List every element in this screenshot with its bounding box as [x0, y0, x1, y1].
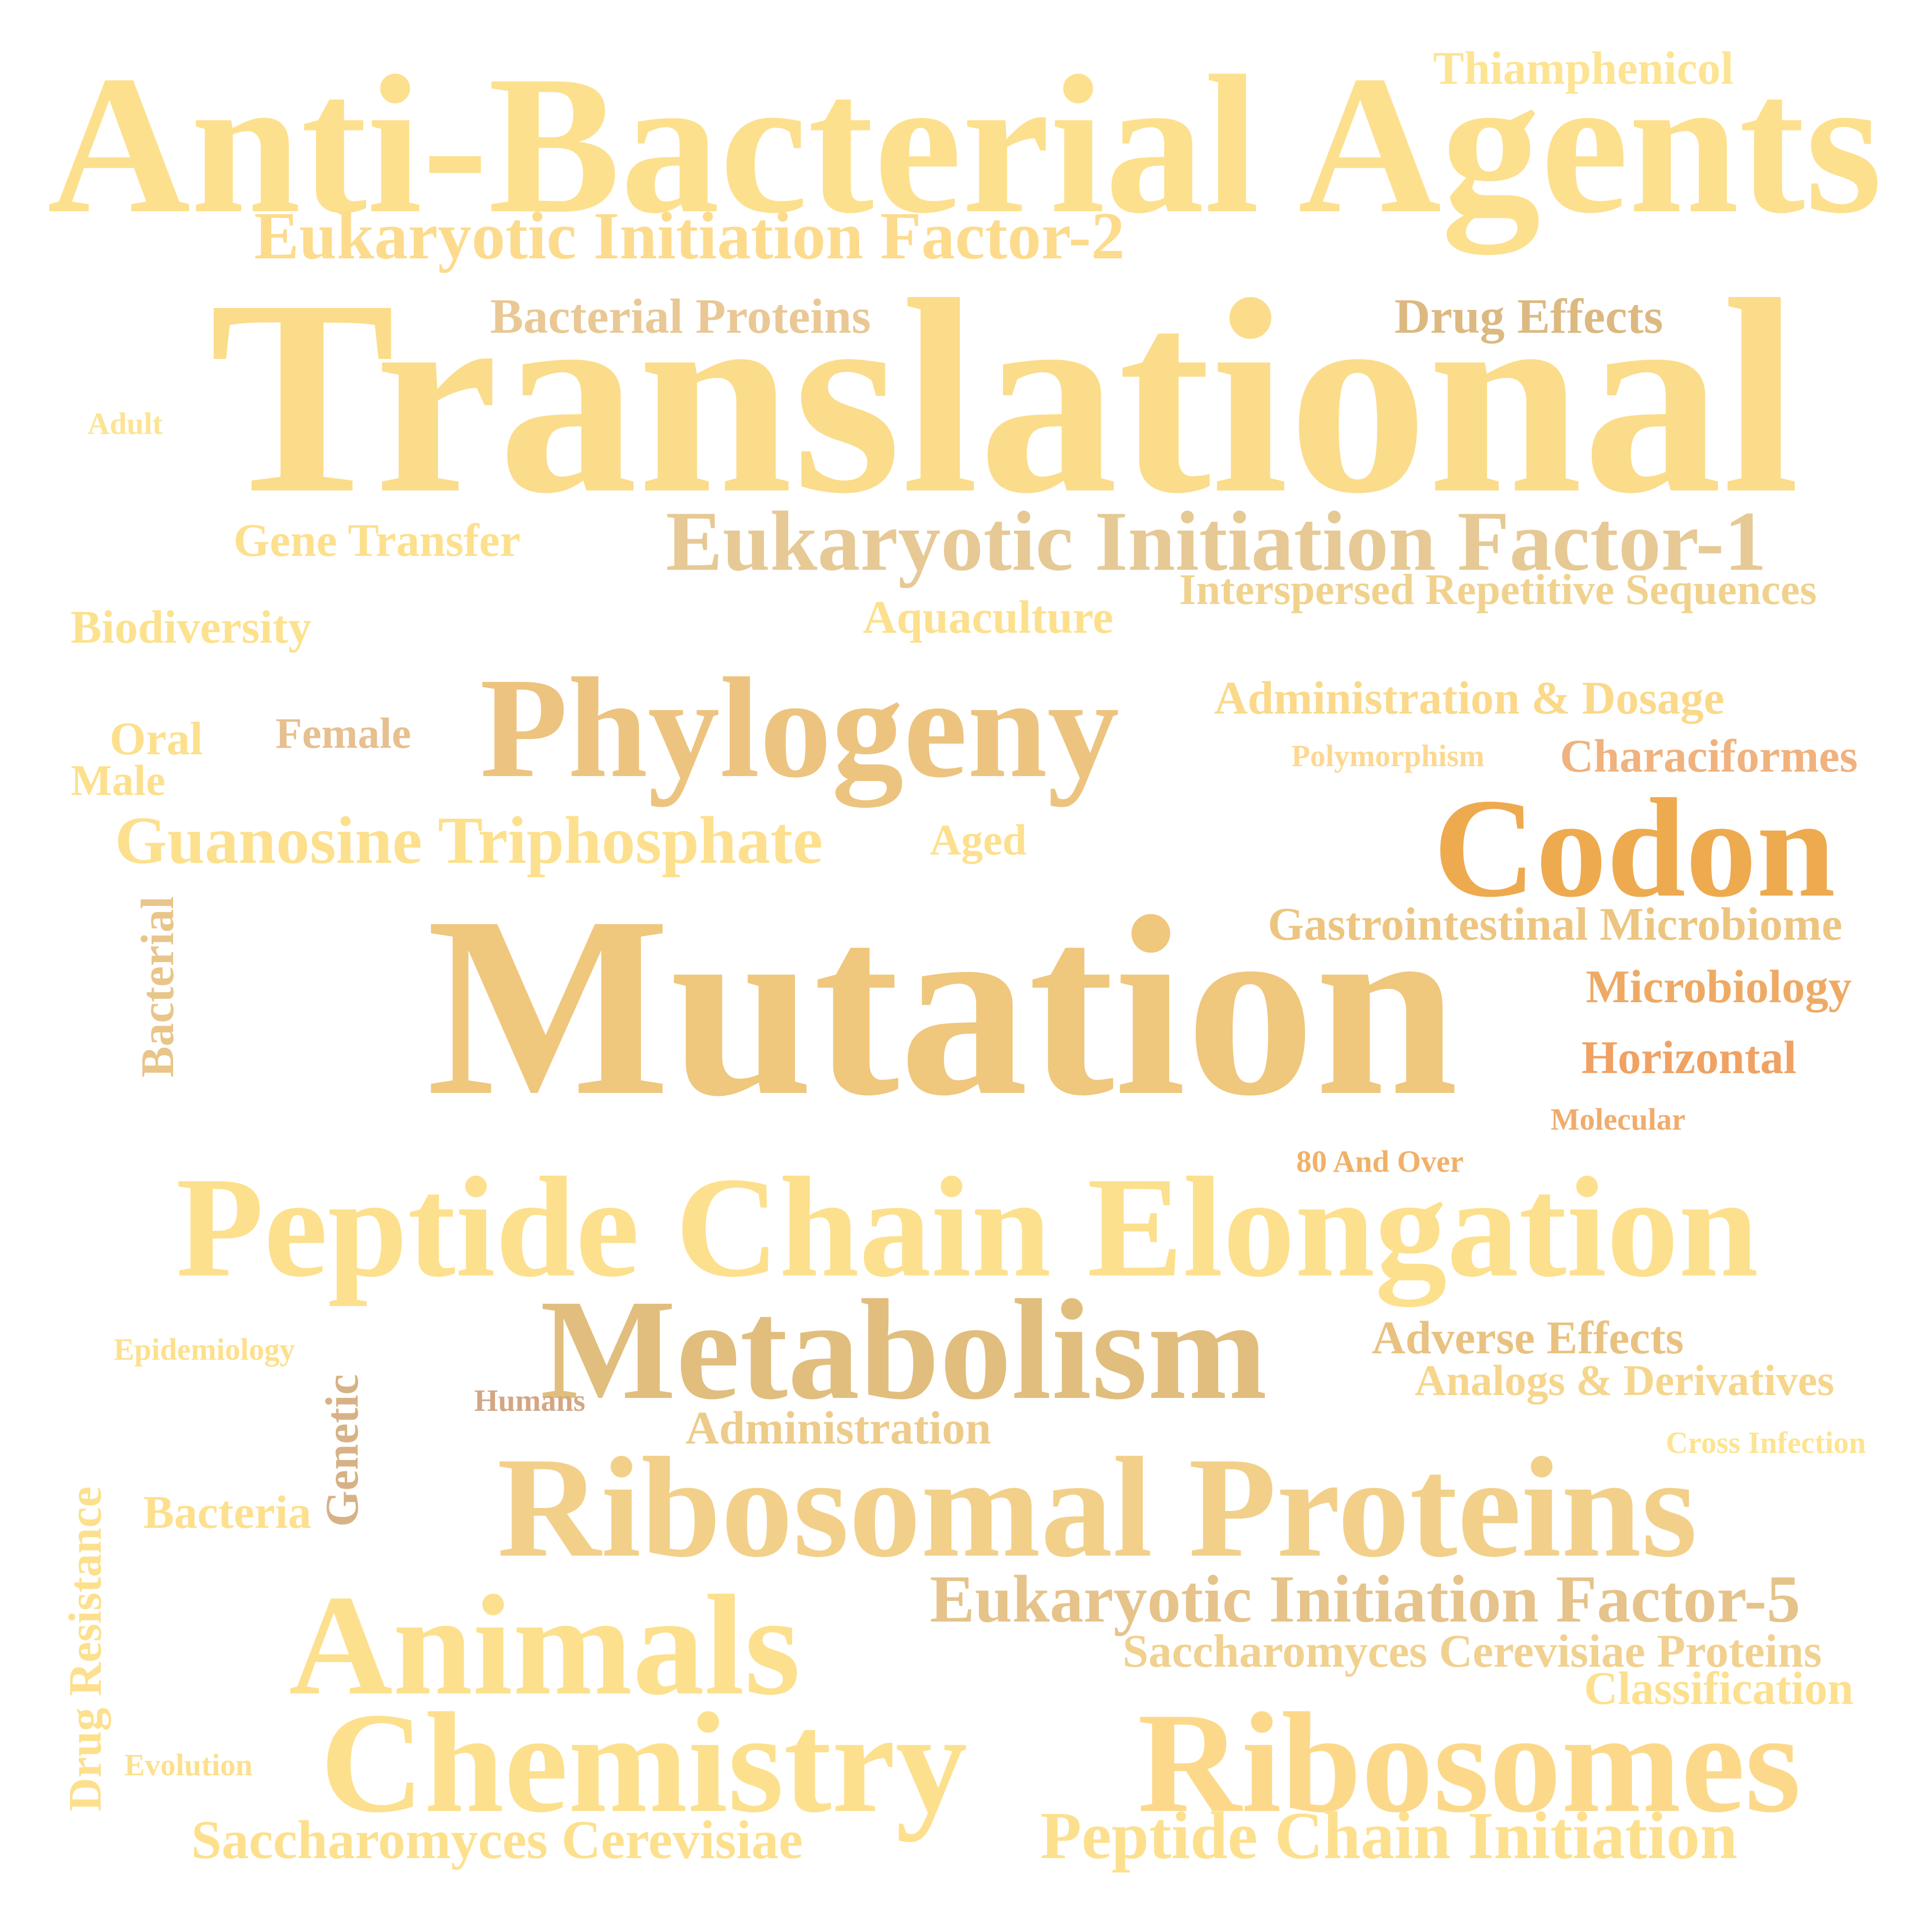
word-gastrointestinal-microbiome: Gastrointestinal Microbiome	[1267, 899, 1843, 950]
word-adverse-effects: Adverse Effects	[1371, 1312, 1684, 1364]
word-analogs-derivatives: Analogs & Derivatives	[1415, 1357, 1834, 1405]
word-epidemiology: Epidemiology	[114, 1333, 295, 1367]
word-administration: Administration	[685, 1402, 992, 1454]
word-thiamphenicol: Thiamphenicol	[1433, 43, 1734, 94]
word-polymorphism: Polymorphism	[1291, 739, 1485, 773]
word-ribosomal-proteins: Ribosomal Proteins	[497, 1428, 1697, 1587]
word-gene-transfer: Gene Transfer	[233, 515, 521, 566]
word-eukaryotic-initiation-factor-1: Eukaryotic Initiation Factor-1	[666, 494, 1767, 589]
word-evolution: Evolution	[124, 1749, 253, 1782]
word-aquaculture: Aquaculture	[863, 592, 1114, 643]
word-codon: Codon	[1433, 769, 1836, 926]
word-eukaryotic-initiation-factor-5: Eukaryotic Initiation Factor-5	[930, 1562, 1801, 1636]
word-translational: Translational	[209, 242, 1800, 551]
word-drug-effects: Drug Effects	[1394, 289, 1663, 344]
word-peptide-chain-elongation: Peptide Chain Elongation	[176, 1147, 1759, 1307]
word-humans: Humans	[474, 1384, 585, 1418]
word-interspersed-repetitive-sequences: Interspersed Repetitive Sequences	[1179, 566, 1817, 614]
word-aged: Aged	[930, 816, 1027, 864]
word-drug-resistance: Drug Resistance	[60, 1486, 111, 1811]
word-bacterial: Bacterial	[132, 896, 184, 1078]
word-mutation: Mutation	[427, 864, 1458, 1149]
word-phylogeny: Phylogeny	[480, 648, 1120, 807]
word-characiformes: Characiformes	[1559, 730, 1858, 782]
word-genetic: Genetic	[316, 1374, 368, 1527]
word-oral: Oral	[110, 713, 203, 765]
word-saccharomyces-cerevisiae: Saccharomyces Cerevisiae	[191, 1810, 803, 1870]
word-bacteria: Bacteria	[143, 1487, 312, 1538]
word-female: Female	[275, 710, 411, 758]
word-biodiversity: Biodiversity	[70, 602, 312, 653]
word-metabolism: Metabolism	[540, 1270, 1267, 1429]
word-molecular: Molecular	[1550, 1103, 1686, 1137]
word-saccharomyces-cerevisiae-proteins: Saccharomyces Cerevisiae Proteins	[1122, 1626, 1822, 1677]
word-classification: Classification	[1584, 1663, 1854, 1714]
word-guanosine-triphosphate: Guanosine Triphosphate	[115, 803, 823, 878]
word-anti-bacterial-agents: Anti-Bacterial Agents	[47, 35, 1882, 254]
word-adult: Adult	[87, 407, 163, 441]
word-microbiology: Microbiology	[1585, 961, 1852, 1013]
word-cross-infection: Cross Infection	[1666, 1426, 1866, 1460]
word-eukaryotic-initiation-factor-2: Eukaryotic Initiation Factor-2	[254, 199, 1125, 273]
word-peptide-chain-initiation: Peptide Chain Initiation	[1040, 1799, 1738, 1873]
word-horizontal: Horizontal	[1581, 1032, 1797, 1084]
word-administration-dosage: Administration & Dosage	[1214, 672, 1725, 724]
word-ribosomes: Ribosomes	[1137, 1683, 1801, 1842]
word-80-and-over: 80 And Over	[1296, 1145, 1464, 1179]
word-chemistry: Chemistry	[320, 1683, 968, 1842]
word-animals: Animals	[289, 1566, 801, 1725]
word-male: Male	[70, 757, 166, 805]
word-bacterial-proteins: Bacterial Proteins	[490, 289, 871, 344]
